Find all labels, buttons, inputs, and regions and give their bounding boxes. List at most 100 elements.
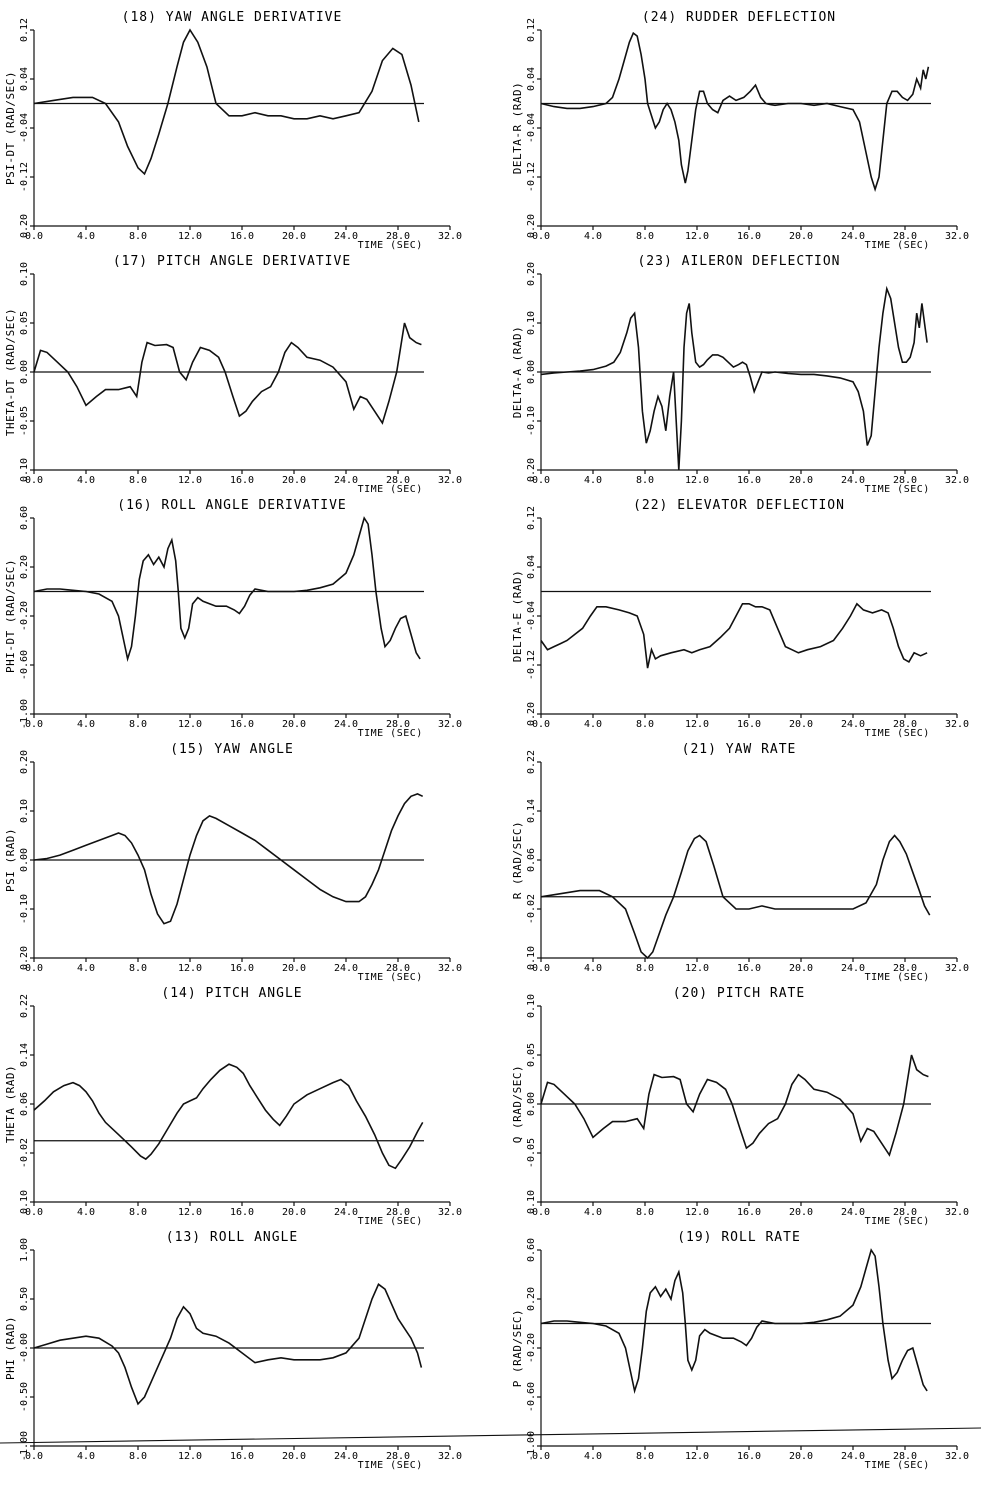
y-tick-label-p14: 0.14: [19, 1043, 30, 1067]
x-tick-label-p23: 4.0: [584, 475, 602, 486]
x-tick-label-p19: 20.0: [789, 1451, 813, 1462]
x-tick-label-p15: 20.0: [282, 963, 306, 974]
x-tick-label-p17: 24.0: [334, 475, 358, 486]
x-tick-label-p20: 0.0: [532, 1207, 550, 1218]
panel-title-p14: (14) PITCH ANGLE: [161, 986, 302, 1001]
x-tick-label-p15: 28.0: [386, 963, 410, 974]
x-tick-label-p17: 16.0: [230, 475, 254, 486]
x-tick-label-p19: 28.0: [893, 1451, 917, 1462]
x-tick-label-p13: 20.0: [282, 1451, 306, 1462]
x-tick-label-p14: 28.0: [386, 1207, 410, 1218]
x-tick-label-p13: 8.0: [129, 1451, 147, 1462]
y-tick-label-p19: -0.60: [526, 1382, 537, 1412]
y-tick-label-p16: 0.60: [19, 506, 30, 530]
x-tick-label-p24: 4.0: [584, 231, 602, 242]
x-axis-label-p22: TIME (SEC): [865, 728, 930, 739]
y-tick-label-p21: 0.10: [526, 946, 537, 970]
x-tick-label-p24: 16.0: [737, 231, 761, 242]
x-axis-label-p23: TIME (SEC): [865, 484, 930, 495]
y-tick-label-p13: 1.00: [19, 1238, 30, 1262]
panel-title-p15: (15) YAW ANGLE: [170, 742, 294, 757]
x-tick-label-p18: 4.0: [77, 231, 95, 242]
x-tick-label-p19: 24.0: [841, 1451, 865, 1462]
x-tick-label-p23: 28.0: [893, 475, 917, 486]
series-line-p23: [540, 285, 928, 471]
x-tick-label-p24: 32.0: [945, 231, 969, 242]
y-tick-label-p15: 0.20: [19, 750, 30, 774]
y-axis-label-p14: THETA (RAD): [4, 1065, 17, 1143]
x-tick-label-p23: 32.0: [945, 475, 969, 486]
x-tick-label-p21: 24.0: [841, 963, 865, 974]
y-axis-label-p21: R (RAD/SEC): [511, 821, 524, 899]
x-tick-label-p20: 16.0: [737, 1207, 761, 1218]
x-tick-label-p21: 32.0: [945, 963, 969, 974]
y-tick-label-p13: -1.00: [19, 1431, 30, 1461]
x-tick-label-p15: 24.0: [334, 963, 358, 974]
x-tick-label-p20: 20.0: [789, 1207, 813, 1218]
x-tick-label-p14: 8.0: [129, 1207, 147, 1218]
y-tick-label-p13: 0.50: [19, 1287, 30, 1311]
panel-title-p20: (20) PITCH RATE: [673, 986, 805, 1001]
panel-title-p19: (19) ROLL RATE: [677, 1230, 801, 1245]
x-axis-label-p20: TIME (SEC): [865, 1216, 930, 1227]
x-tick-label-p16: 28.0: [386, 719, 410, 730]
x-tick-label-p23: 20.0: [789, 475, 813, 486]
y-axis-label-p13: PHI (RAD): [4, 1316, 17, 1380]
x-axis-label-p21: TIME (SEC): [865, 972, 930, 983]
x-tick-label-p15: 8.0: [129, 963, 147, 974]
x-tick-label-p23: 24.0: [841, 475, 865, 486]
y-axis-label-p20: Q (RAD/SEC): [511, 1065, 524, 1143]
y-tick-label-p19: -0.20: [526, 1333, 537, 1363]
x-tick-label-p16: 16.0: [230, 719, 254, 730]
y-tick-label-p16: 0.20: [19, 555, 30, 579]
y-tick-label-p21: 0.22: [526, 750, 537, 774]
y-tick-label-p19: -1.00: [526, 1431, 537, 1461]
series-line-p19: [540, 1248, 928, 1395]
x-tick-label-p13: 0.0: [25, 1451, 43, 1462]
y-tick-label-p22: 0.04: [526, 555, 537, 579]
x-tick-label-p14: 4.0: [77, 1207, 95, 1218]
x-tick-label-p16: 20.0: [282, 719, 306, 730]
x-tick-label-p22: 28.0: [893, 719, 917, 730]
x-tick-label-p24: 12.0: [685, 231, 709, 242]
panel-title-p21: (21) YAW RATE: [682, 742, 797, 757]
x-tick-label-p20: 28.0: [893, 1207, 917, 1218]
y-tick-label-p16: -1.00: [19, 699, 30, 729]
x-tick-label-p21: 8.0: [636, 963, 654, 974]
x-axis-label-p14: TIME (SEC): [358, 1216, 423, 1227]
x-tick-label-p24: 24.0: [841, 231, 865, 242]
x-axis-label-p24: TIME (SEC): [865, 240, 930, 251]
x-tick-label-p22: 32.0: [945, 719, 969, 730]
x-axis-label-p16: TIME (SEC): [358, 728, 423, 739]
x-tick-label-p16: 8.0: [129, 719, 147, 730]
x-tick-label-p16: 24.0: [334, 719, 358, 730]
x-tick-label-p20: 8.0: [636, 1207, 654, 1218]
panel-title-p13: (13) ROLL ANGLE: [166, 1230, 298, 1245]
y-axis-label-p18: PSI-DT (RAD/SEC): [4, 71, 17, 185]
y-tick-label-p13: -0.50: [19, 1382, 30, 1412]
y-axis-label-p19: P (RAD/SEC): [511, 1309, 524, 1387]
y-tick-label-p18: 0.04: [19, 67, 30, 91]
x-tick-label-p20: 32.0: [945, 1207, 969, 1218]
x-tick-label-p13: 12.0: [178, 1451, 202, 1462]
x-tick-label-p15: 4.0: [77, 963, 95, 974]
x-tick-label-p20: 4.0: [584, 1207, 602, 1218]
x-tick-label-p14: 20.0: [282, 1207, 306, 1218]
x-tick-label-p18: 28.0: [386, 231, 410, 242]
x-tick-label-p18: 16.0: [230, 231, 254, 242]
x-tick-label-p16: 32.0: [438, 719, 462, 730]
x-tick-label-p22: 4.0: [584, 719, 602, 730]
y-axis-label-p23: DELTA-A (RAD): [511, 326, 524, 419]
x-tick-label-p15: 0.0: [25, 963, 43, 974]
y-tick-label-p20: -0.05: [526, 1138, 537, 1168]
scan-artifact-line: [0, 1427, 981, 1444]
y-tick-label-p17: 0.00: [19, 360, 30, 384]
y-axis-label-p17: THETA-DT (RAD/SEC): [4, 308, 17, 436]
x-tick-label-p24: 28.0: [893, 231, 917, 242]
x-tick-label-p24: 0.0: [532, 231, 550, 242]
y-tick-label-p15: 0.10: [19, 799, 30, 823]
x-axis-label-p18: TIME (SEC): [358, 240, 423, 251]
y-tick-label-p20: 0.10: [526, 1190, 537, 1214]
y-tick-label-p17: 0.05: [19, 311, 30, 335]
x-tick-label-p15: 32.0: [438, 963, 462, 974]
